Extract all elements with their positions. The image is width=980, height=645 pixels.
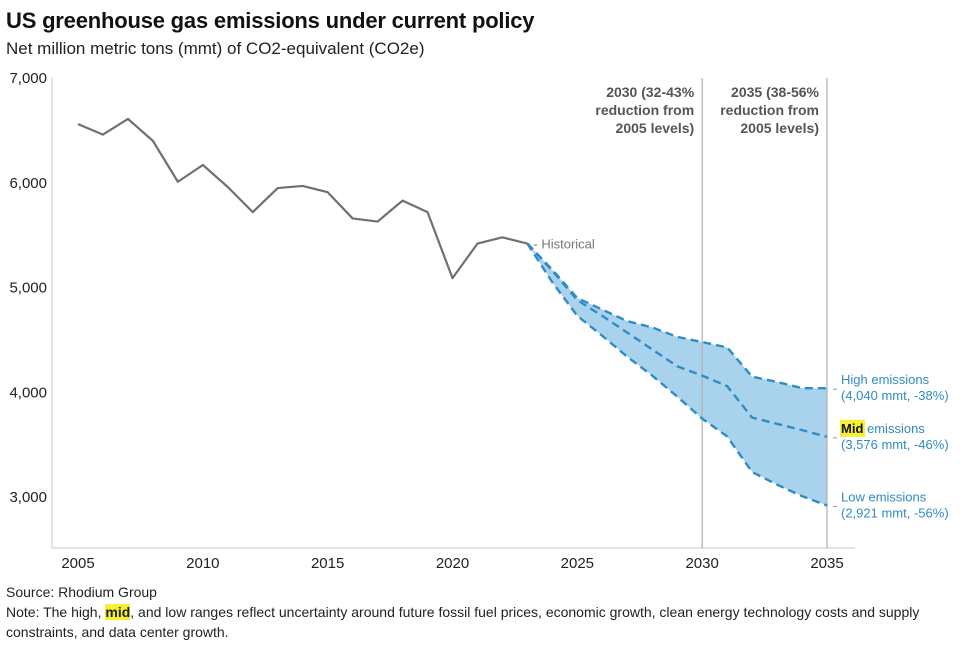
projection-band-area [527,243,827,506]
x-tick-label: 2035 [810,555,843,572]
x-tick-label: 2030 [685,555,718,572]
low-emissions-label-line2: (2,921 mmt, -56%) [841,505,949,520]
series-labels: - Historical High emissions(4,040 mmt, -3… [533,237,948,521]
chart-footer: Source: Rhodium Group Note: The high, mi… [6,582,976,642]
note-text: Note: The high, mid, and low ranges refl… [6,602,976,642]
x-tick-label: 2015 [311,555,344,572]
x-tick-label: 2005 [61,555,94,572]
mid-highlight [840,419,865,437]
series-line-low-emissions [526,242,828,507]
series-line-mid-emissions [526,242,828,438]
y-tick-label: 6,000 [9,175,47,192]
series-line-historical [77,117,528,280]
reference-annotation-2035: 2005 levels) [740,120,819,136]
series-lines [77,117,828,507]
x-tick-label: 2025 [561,555,594,572]
emissions-chart: 3,000 4,000 5,000 6,000 7,000 2005 2010 2015 202… [9,70,948,572]
reference-annotation-2030: 2005 levels) [616,120,695,136]
x-tick-label: 2020 [436,555,469,572]
high-emissions-label-line2: (4,040 mmt, -38%) [841,388,949,403]
projection-band [527,243,827,506]
y-tick-label: 4,000 [9,384,47,401]
axes: 3,000 4,000 5,000 6,000 7,000 2005 2010 2015 202… [9,70,855,572]
low-emissions-label-line1: Low emissions [841,489,927,504]
chart-title: US greenhouse gas emissions under curren… [6,8,535,33]
reference-annotation-2035: reduction from [720,102,819,118]
reference-annotation-2030: reduction from [595,102,694,118]
x-tick-label: 2010 [186,555,219,572]
reference-lines: 2030 (32-43% reduction from 2005 levels) 20… [595,78,828,548]
y-tick-label: 3,000 [9,489,47,506]
historical-label: - Historical [533,237,595,252]
reference-annotation-2035: 2035 (38-56% [731,84,820,100]
mid-emissions-label-line1: Mid emissions [841,421,925,436]
reference-annotation-2030: 2030 (32-43% [606,84,695,100]
y-tick-label: 5,000 [9,280,47,297]
note-highlight-mid: mid [105,604,131,620]
chart-subtitle: Net million metric tons (mmt) of CO2-equ… [6,39,425,58]
high-emissions-label-line1: High emissions [841,372,930,387]
y-tick-label: 7,000 [9,70,47,87]
note-suffix: , and low ranges reflect uncertainty aro… [6,604,920,640]
mid-emissions-label-line2: (3,576 mmt, -46%) [841,437,949,452]
note-prefix: Note: The high, [6,604,106,620]
source-text: Source: Rhodium Group [6,584,157,600]
